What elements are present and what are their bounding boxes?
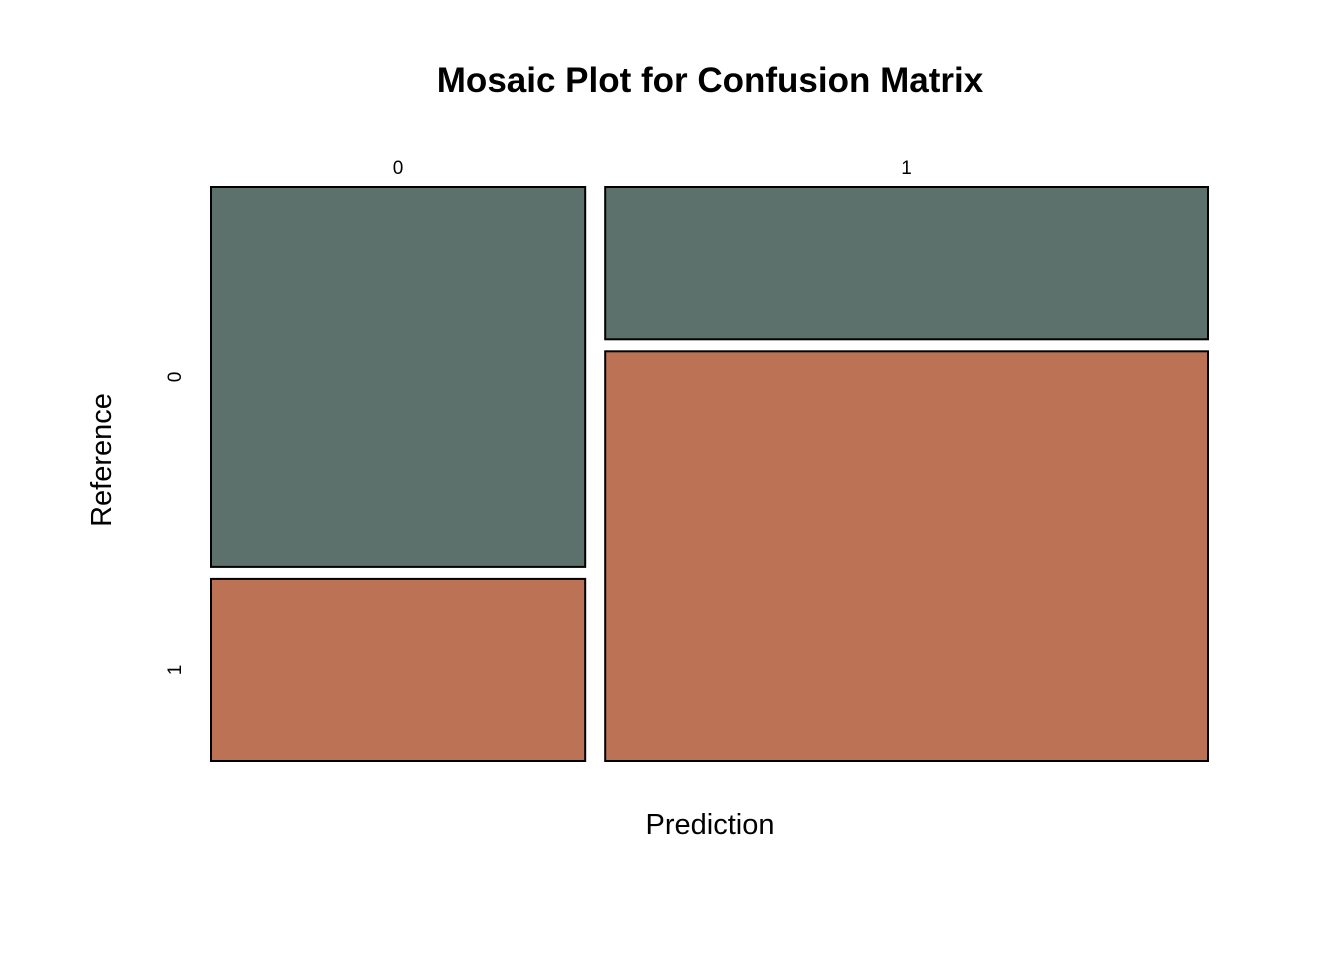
mosaic-cells	[210, 186, 1209, 763]
x-axis-title: Prediction	[646, 809, 775, 841]
mosaic-cell-pred-0-ref-1	[210, 577, 587, 763]
y-tick-label-1: 1	[165, 665, 186, 676]
mosaic-cell-pred-1-ref-0	[604, 186, 1209, 341]
y-axis-title: Reference	[86, 393, 118, 527]
chart-title: Mosaic Plot for Confusion Matrix	[437, 61, 984, 100]
x-tick-label-1: 1	[901, 158, 912, 179]
mosaic-cell-pred-0-ref-0	[210, 186, 587, 568]
x-tick-label-0: 0	[393, 158, 404, 179]
tick-labels: 0 1 0 1	[165, 158, 912, 675]
y-tick-label-0: 0	[165, 372, 186, 383]
mosaic-cell-pred-1-ref-1	[604, 350, 1209, 762]
